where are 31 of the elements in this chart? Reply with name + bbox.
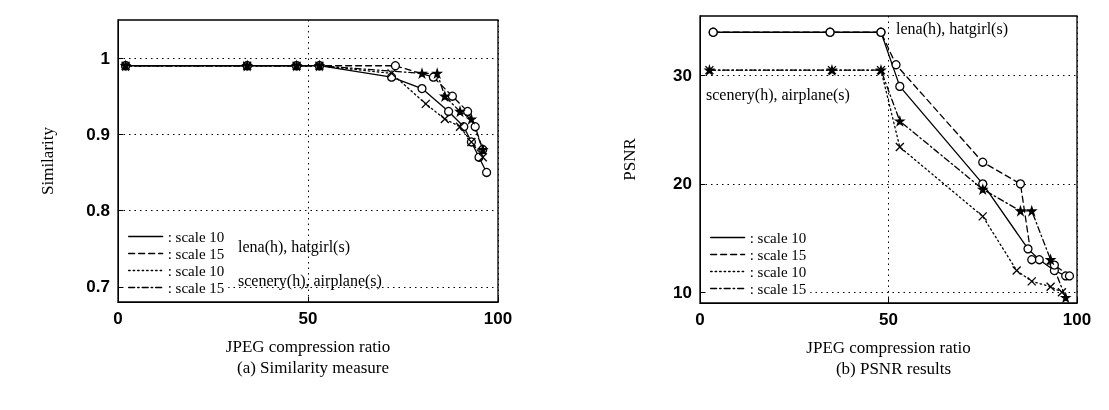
y-tick-label: 20: [673, 174, 692, 194]
x-tick-label: 0: [695, 310, 705, 329]
annotation: lena(h), hatgirl(s): [896, 19, 1008, 38]
y-tick-label: 0.7: [86, 277, 110, 297]
annotation: lena(h), hatgirl(s): [238, 237, 350, 256]
x-tick-label: 100: [483, 309, 513, 328]
legend-label: : scale 15: [749, 280, 807, 297]
legend-label: : scale 10: [167, 262, 225, 279]
legend-label: : scale 15: [167, 245, 225, 262]
text: (b) PSNR results: [835, 359, 952, 378]
legend-label: : scale 15: [749, 246, 807, 263]
y-tick-label: 1: [100, 48, 110, 68]
y-axis-title: Similarity: [38, 126, 57, 195]
y-tick-label: 30: [673, 66, 692, 86]
x-tick-label: 50: [298, 309, 318, 328]
x-axis-title: JPEG compression ratio: [806, 338, 971, 357]
x-tick-label: 50: [879, 310, 898, 329]
x-tick-label: 100: [1062, 310, 1092, 329]
y-tick-label: 0.9: [86, 124, 110, 144]
y-tick-label: 10: [673, 282, 692, 302]
legend-label: : scale 15: [167, 279, 225, 296]
legend-label: : scale 10: [749, 229, 807, 246]
x-axis-title: JPEG compression ratio: [225, 337, 391, 356]
annotation: scenery(h), airplane(s): [706, 85, 850, 104]
x-tick-label: 0: [113, 309, 123, 328]
annotation: scenery(h), airplane(s): [238, 271, 382, 290]
legend-label: : scale 10: [167, 228, 225, 245]
text: (a) Similarity measure: [236, 358, 390, 377]
y-axis-title: PSNR: [620, 137, 639, 181]
y-tick-label: 0.8: [86, 201, 110, 221]
legend-label: : scale 10: [749, 263, 807, 280]
